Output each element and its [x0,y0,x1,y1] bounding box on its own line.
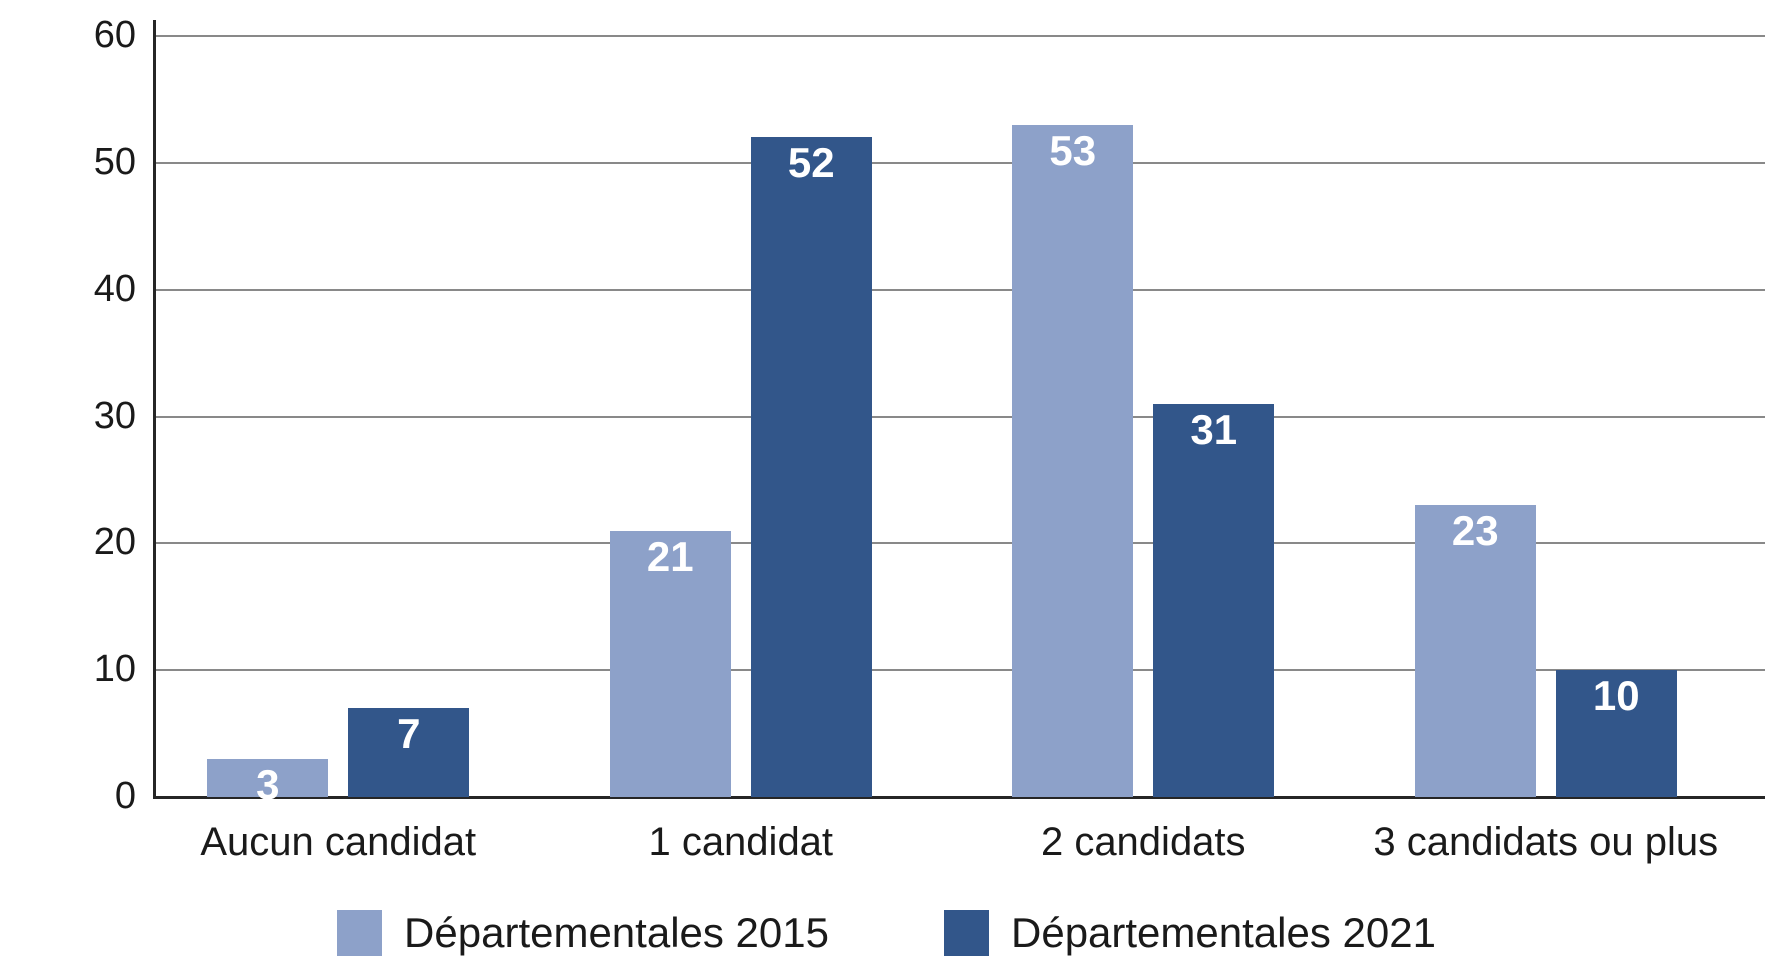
y-tick-label: 50 [93,141,136,184]
category-label: 2 candidats [1040,820,1246,864]
category-labels: Aucun candidat 1 candidat 2 candidats 3 can… [137,820,1747,864]
legend-item: Départementales 2015 [337,910,829,956]
gridline [155,35,1765,37]
bar-group: 21 52 [540,36,943,797]
bar-value-label: 31 [1190,405,1238,453]
legend-swatch-departementales-2021 [944,910,989,956]
bar-value-label: 52 [787,139,835,187]
bar-departementales-2021: 52 [750,137,872,797]
y-axis [153,20,156,799]
gridline [155,415,1765,418]
y-tick-label: 60 [93,14,136,57]
bar-value-label: 3 [256,760,280,808]
category-label: 3 candidats ou plus [1373,820,1719,864]
category-label: 1 candidat [648,820,834,864]
y-tick-label: 40 [93,267,136,310]
legend-label: Départementales 2021 [1011,909,1436,956]
plot-area [155,35,1765,797]
bar-departementales-2021: 7 [348,708,470,797]
bar-departementales-2015: 3 [207,758,329,805]
y-tick-label: 0 [114,775,136,818]
y-tick-label: 20 [93,521,136,564]
gridline [155,288,1765,291]
gridline [155,161,1765,164]
gridline [155,542,1765,545]
bar-departementales-2021: 10 [1555,670,1677,797]
legend-item: Départementales 2021 [944,910,1436,956]
y-tick-label: 10 [93,648,136,691]
bar-value-label: 10 [1592,672,1640,720]
y-axis-labels: 0 10 20 30 40 50 60 [0,16,136,815]
bar-group: 23 10 [1345,36,1748,797]
bar-value-label: 21 [646,532,694,580]
legend-swatch-departementales-2015 [337,910,383,956]
legend-label: Départementales 2015 [404,909,829,956]
bar-group: 53 31 [942,36,1345,797]
bar-value-label: 23 [1451,507,1499,555]
bar-departementales-2015: 21 [609,530,731,797]
bar-departementales-2021: 31 [1153,403,1275,797]
gridline [155,669,1765,672]
category-label: Aucun candidat [200,820,477,864]
bar-value-label: 53 [1049,126,1097,174]
legend: Départementales 2015 Départementales 2021 [0,910,1773,956]
x-axis [153,796,1765,799]
bar-value-label: 7 [397,710,421,758]
bar-departementales-2015: 53 [1012,124,1134,797]
bar-departementales-2015: 23 [1414,505,1536,797]
bar-groups: 3 7 21 52 53 31 23 10 [137,36,1748,805]
y-tick-label: 30 [93,394,136,437]
